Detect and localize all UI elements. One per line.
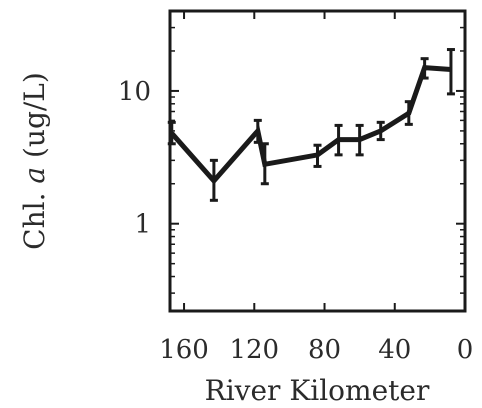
x-tick-label-4: 0	[457, 335, 474, 365]
y-axis-title-suffix: (ug/L)	[18, 72, 51, 167]
y-axis-title-symbol: a	[18, 167, 51, 184]
series-line	[169, 64, 452, 185]
y-axis-title: Chl. a (ug/L)	[18, 72, 51, 250]
y-tick-label-0: 1	[134, 210, 151, 240]
x-axis-title: River Kilometer	[205, 374, 430, 407]
axis-ticks	[170, 11, 466, 311]
x-tick-label-1: 120	[229, 335, 279, 365]
y-tick-label-1: 10	[118, 77, 151, 107]
x-tick-label-3: 40	[378, 335, 411, 365]
y-axis-title-prefix: Chl.	[18, 184, 51, 250]
x-tick-label-2: 80	[308, 335, 341, 365]
x-tick-label-0: 160	[159, 335, 209, 365]
tick-labels: 160 120 80 40 0 1 10	[118, 77, 473, 365]
